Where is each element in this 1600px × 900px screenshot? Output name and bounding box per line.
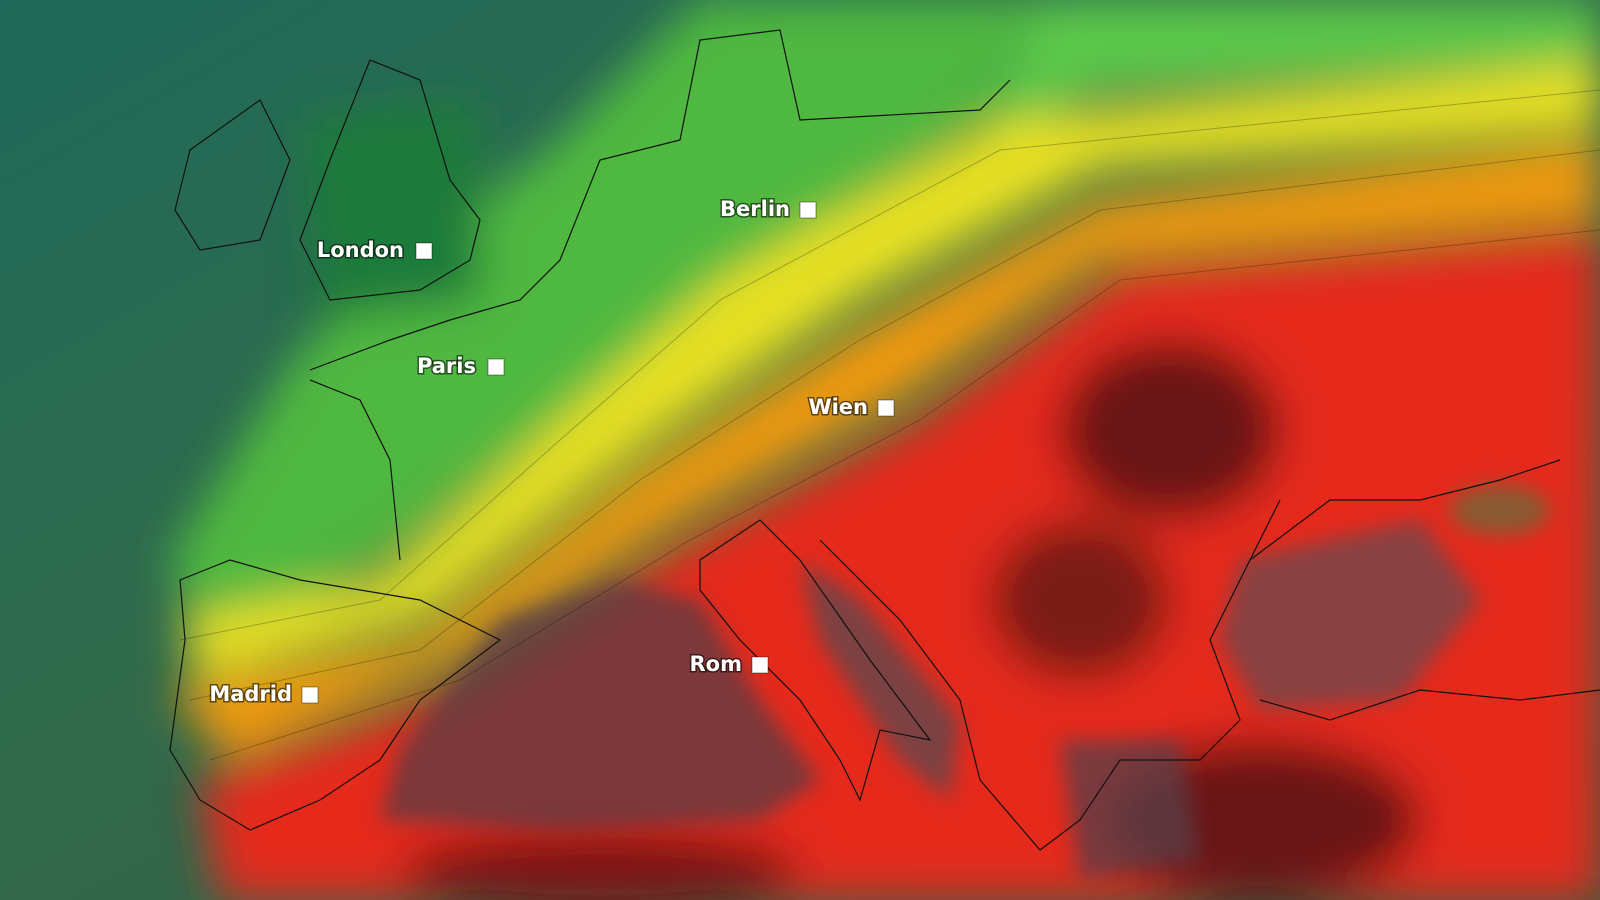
city-marker: [301, 686, 319, 704]
city-marker: [751, 656, 769, 674]
city-marker: [487, 358, 505, 376]
city-name: Berlin: [720, 197, 790, 221]
seas: [380, 485, 1550, 880]
city: Madrid: [208, 681, 319, 708]
city-name: Wien: [808, 395, 868, 419]
city-marker: [799, 201, 817, 219]
city: London: [315, 237, 433, 264]
city: Paris: [415, 353, 505, 380]
city: Rom: [688, 651, 769, 678]
city-name: London: [317, 238, 404, 262]
city: Wien: [807, 394, 895, 421]
coastlines: [169, 29, 1600, 851]
isolines: [179, 89, 1600, 761]
city: Berlin: [719, 196, 817, 223]
city-marker: [415, 242, 433, 260]
city-labels: London Berlin Paris Wien Madrid Rom: [208, 196, 895, 708]
city-name: Madrid: [209, 682, 292, 706]
city-marker: [877, 399, 895, 417]
city-name: Paris: [417, 354, 476, 378]
city-name: Rom: [690, 652, 742, 676]
